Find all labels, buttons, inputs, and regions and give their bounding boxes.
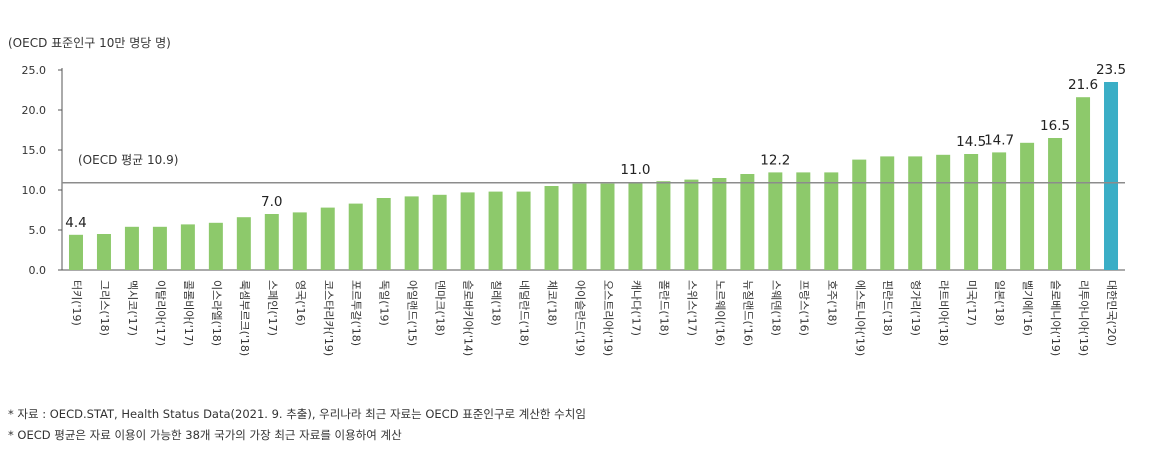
data-label: 16.5 bbox=[1040, 118, 1070, 134]
y-tick-label: 10.0 bbox=[22, 184, 47, 197]
data-label: 21.6 bbox=[1068, 77, 1098, 93]
bar[interactable] bbox=[68, 234, 83, 270]
category-label: 체코('18) bbox=[546, 280, 559, 326]
y-tick-label: 25.0 bbox=[22, 64, 47, 77]
category-label: 아일랜드('15) bbox=[406, 280, 420, 346]
category-label: 리투아니아('19) bbox=[1077, 280, 1090, 356]
data-label: 11.0 bbox=[620, 162, 650, 178]
category-label: 핀란드('18) bbox=[881, 280, 894, 336]
category-label: 오스트리아('19) bbox=[601, 280, 614, 356]
category-label: 슬로베니아('19) bbox=[1049, 280, 1062, 356]
bar[interactable] bbox=[908, 156, 923, 270]
bar[interactable] bbox=[460, 192, 475, 270]
category-label: 프랑스('16) bbox=[797, 280, 810, 336]
category-label: 룩셈부르크('18) bbox=[238, 280, 251, 356]
category-label: 폴란드('18) bbox=[657, 280, 670, 336]
category-label: 슬로바키아('14) bbox=[462, 280, 475, 356]
bar[interactable] bbox=[544, 186, 559, 270]
bar[interactable] bbox=[824, 172, 839, 270]
category-label: 노르웨이('16) bbox=[713, 280, 726, 346]
category-label: 터키('19) bbox=[70, 280, 83, 326]
bar[interactable] bbox=[768, 172, 783, 270]
footnote-source: * 자료 : OECD.STAT, Health Status Data(202… bbox=[8, 407, 586, 421]
footnotes: * 자료 : OECD.STAT, Health Status Data(202… bbox=[8, 404, 586, 446]
category-label: 호주('18) bbox=[825, 280, 838, 326]
data-label: 23.5 bbox=[1096, 62, 1126, 78]
category-label: 독일('19) bbox=[378, 280, 392, 326]
category-label: 멕시코('17) bbox=[126, 280, 139, 336]
data-label: 4.4 bbox=[65, 215, 86, 231]
bar-chart: 0.0 5.0 10.0 15.0 20.0 25.0 (OECD 평균 10.9) 4.… bbox=[22, 62, 1127, 356]
bar[interactable] bbox=[1048, 138, 1063, 270]
bar[interactable] bbox=[796, 172, 811, 270]
bar[interactable] bbox=[684, 179, 699, 270]
bar[interactable] bbox=[572, 183, 587, 270]
bar[interactable] bbox=[152, 226, 167, 270]
data-label: 14.7 bbox=[984, 132, 1014, 148]
bar[interactable] bbox=[264, 214, 279, 270]
bar[interactable] bbox=[236, 217, 251, 270]
bar[interactable] bbox=[320, 207, 335, 270]
category-label: 칠레('18) bbox=[490, 280, 503, 326]
bar[interactable] bbox=[376, 198, 391, 270]
category-label: 이스라엘('18) bbox=[210, 280, 223, 346]
bar[interactable] bbox=[628, 182, 643, 270]
category-label: 라트비아('18) bbox=[937, 280, 950, 346]
footnote-oecd-average: * OECD 평균은 자료 이용이 가능한 38개 국가의 가장 최근 자료를 … bbox=[8, 428, 402, 442]
category-label: 스웨덴('18) bbox=[769, 280, 782, 336]
bar[interactable] bbox=[124, 226, 139, 270]
bar[interactable] bbox=[936, 154, 951, 270]
oecd-average-label: (OECD 평균 10.9) bbox=[78, 153, 178, 167]
bar[interactable] bbox=[656, 181, 671, 270]
bar[interactable] bbox=[1076, 97, 1091, 270]
bar[interactable] bbox=[488, 191, 503, 270]
category-label: 이탈리아('17) bbox=[154, 280, 167, 346]
bar[interactable] bbox=[852, 159, 867, 270]
bar[interactable] bbox=[516, 191, 531, 270]
data-label: 7.0 bbox=[261, 194, 282, 210]
bar[interactable] bbox=[600, 183, 615, 270]
category-label: 코스타리카('19) bbox=[322, 280, 335, 356]
category-label: 벨기에('16) bbox=[1021, 280, 1034, 336]
category-label: 덴마크('18) bbox=[434, 280, 447, 336]
category-label: 헝가리('19) bbox=[909, 280, 922, 336]
category-label: 콜롬비아('17) bbox=[182, 280, 195, 346]
bar[interactable] bbox=[404, 196, 419, 270]
bar[interactable] bbox=[740, 174, 755, 270]
bar[interactable] bbox=[180, 224, 195, 270]
bar[interactable] bbox=[1104, 82, 1119, 270]
category-label: 스위스('17) bbox=[685, 280, 698, 336]
bar[interactable] bbox=[880, 156, 895, 270]
bar[interactable] bbox=[208, 222, 223, 270]
data-label: 14.5 bbox=[956, 134, 986, 150]
data-label: 12.2 bbox=[760, 152, 790, 168]
category-label: 미국('17) bbox=[965, 280, 978, 326]
category-label: 에스토니아('19) bbox=[853, 280, 866, 356]
y-tick-label: 5.0 bbox=[29, 224, 47, 237]
bar[interactable] bbox=[964, 154, 979, 270]
bar[interactable] bbox=[712, 178, 727, 270]
category-label: 네덜란드('18) bbox=[518, 280, 531, 346]
category-label: 일본('18) bbox=[993, 280, 1007, 326]
category-label: 영국('16) bbox=[294, 280, 307, 326]
category-label: 스페인('17) bbox=[266, 280, 279, 336]
bar[interactable] bbox=[348, 203, 363, 270]
bar[interactable] bbox=[992, 152, 1007, 270]
bar[interactable] bbox=[292, 212, 307, 270]
bar[interactable] bbox=[96, 234, 111, 270]
bar[interactable] bbox=[1020, 142, 1035, 270]
y-axis-unit-label: (OECD 표준인구 10만 명당 명) bbox=[8, 36, 171, 50]
bar[interactable] bbox=[432, 194, 447, 270]
category-label: 대한민국('20) bbox=[1105, 280, 1118, 346]
y-tick-label: 20.0 bbox=[22, 104, 47, 117]
category-label: 캐나다('17) bbox=[629, 280, 642, 336]
category-label: 뉴질랜드('16) bbox=[741, 280, 754, 346]
category-label: 포르투갈('18) bbox=[350, 280, 364, 346]
category-label: 아이슬란드('19) bbox=[574, 280, 587, 356]
y-tick-label: 0.0 bbox=[29, 264, 47, 277]
y-tick-label: 15.0 bbox=[22, 144, 47, 157]
category-label: 그리스('18) bbox=[98, 280, 111, 336]
